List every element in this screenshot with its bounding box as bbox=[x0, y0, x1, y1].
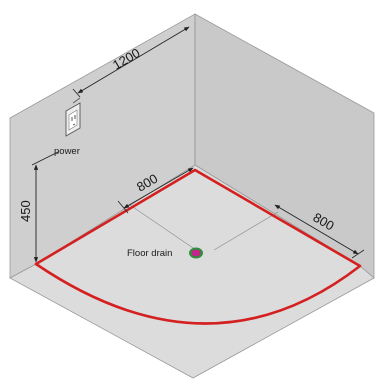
dim-tick-1200-left bbox=[72, 88, 81, 98]
power-label: power bbox=[54, 146, 80, 157]
dim-line-800-right bbox=[274, 204, 359, 255]
dim-line-1200 bbox=[77, 26, 190, 94]
dim-tick-450-top bbox=[31, 151, 59, 166]
power-socket-icon bbox=[65, 97, 81, 137]
dim-tick-800-left bbox=[117, 200, 129, 214]
guide-line-left bbox=[129, 204, 197, 251]
dim-tick-800-right bbox=[351, 249, 365, 259]
floor-drain-label: Floor drain bbox=[127, 248, 172, 259]
floor-drain-icon bbox=[189, 247, 203, 259]
dim-line-800-left bbox=[123, 167, 194, 209]
guide-line-right bbox=[213, 211, 279, 251]
shower-base-outline bbox=[34, 168, 362, 325]
dim-label-450: 450 bbox=[18, 200, 33, 222]
